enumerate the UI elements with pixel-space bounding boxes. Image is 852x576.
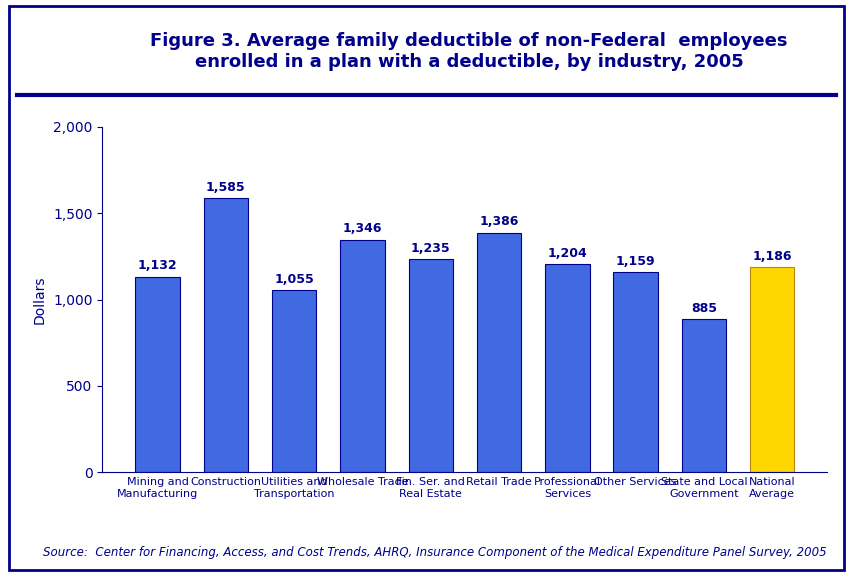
Text: 1,346: 1,346: [343, 222, 382, 236]
Text: 1,186: 1,186: [751, 250, 791, 263]
Text: 885: 885: [690, 302, 717, 315]
Bar: [749, 267, 793, 472]
Text: 1,159: 1,159: [615, 255, 654, 268]
Text: 1,386: 1,386: [479, 215, 518, 229]
Bar: [204, 198, 248, 472]
Text: 1,235: 1,235: [411, 241, 450, 255]
Text: 1,132: 1,132: [137, 259, 177, 272]
Bar: [135, 276, 180, 472]
Text: 1,055: 1,055: [274, 272, 314, 286]
Bar: [544, 264, 589, 472]
Y-axis label: Dollars: Dollars: [32, 275, 46, 324]
Text: Figure 3. Average family deductible of non-Federal  employees
enrolled in a plan: Figure 3. Average family deductible of n…: [150, 32, 787, 71]
Bar: [272, 290, 316, 472]
Bar: [476, 233, 521, 472]
Text: 1,585: 1,585: [206, 181, 245, 194]
Bar: [681, 319, 725, 472]
Text: Source:  Center for Financing, Access, and Cost Trends, AHRQ, Insurance Componen: Source: Center for Financing, Access, an…: [43, 547, 826, 559]
Bar: [613, 272, 657, 472]
Bar: [340, 240, 384, 472]
Bar: [408, 259, 452, 472]
Text: 1,204: 1,204: [547, 247, 586, 260]
